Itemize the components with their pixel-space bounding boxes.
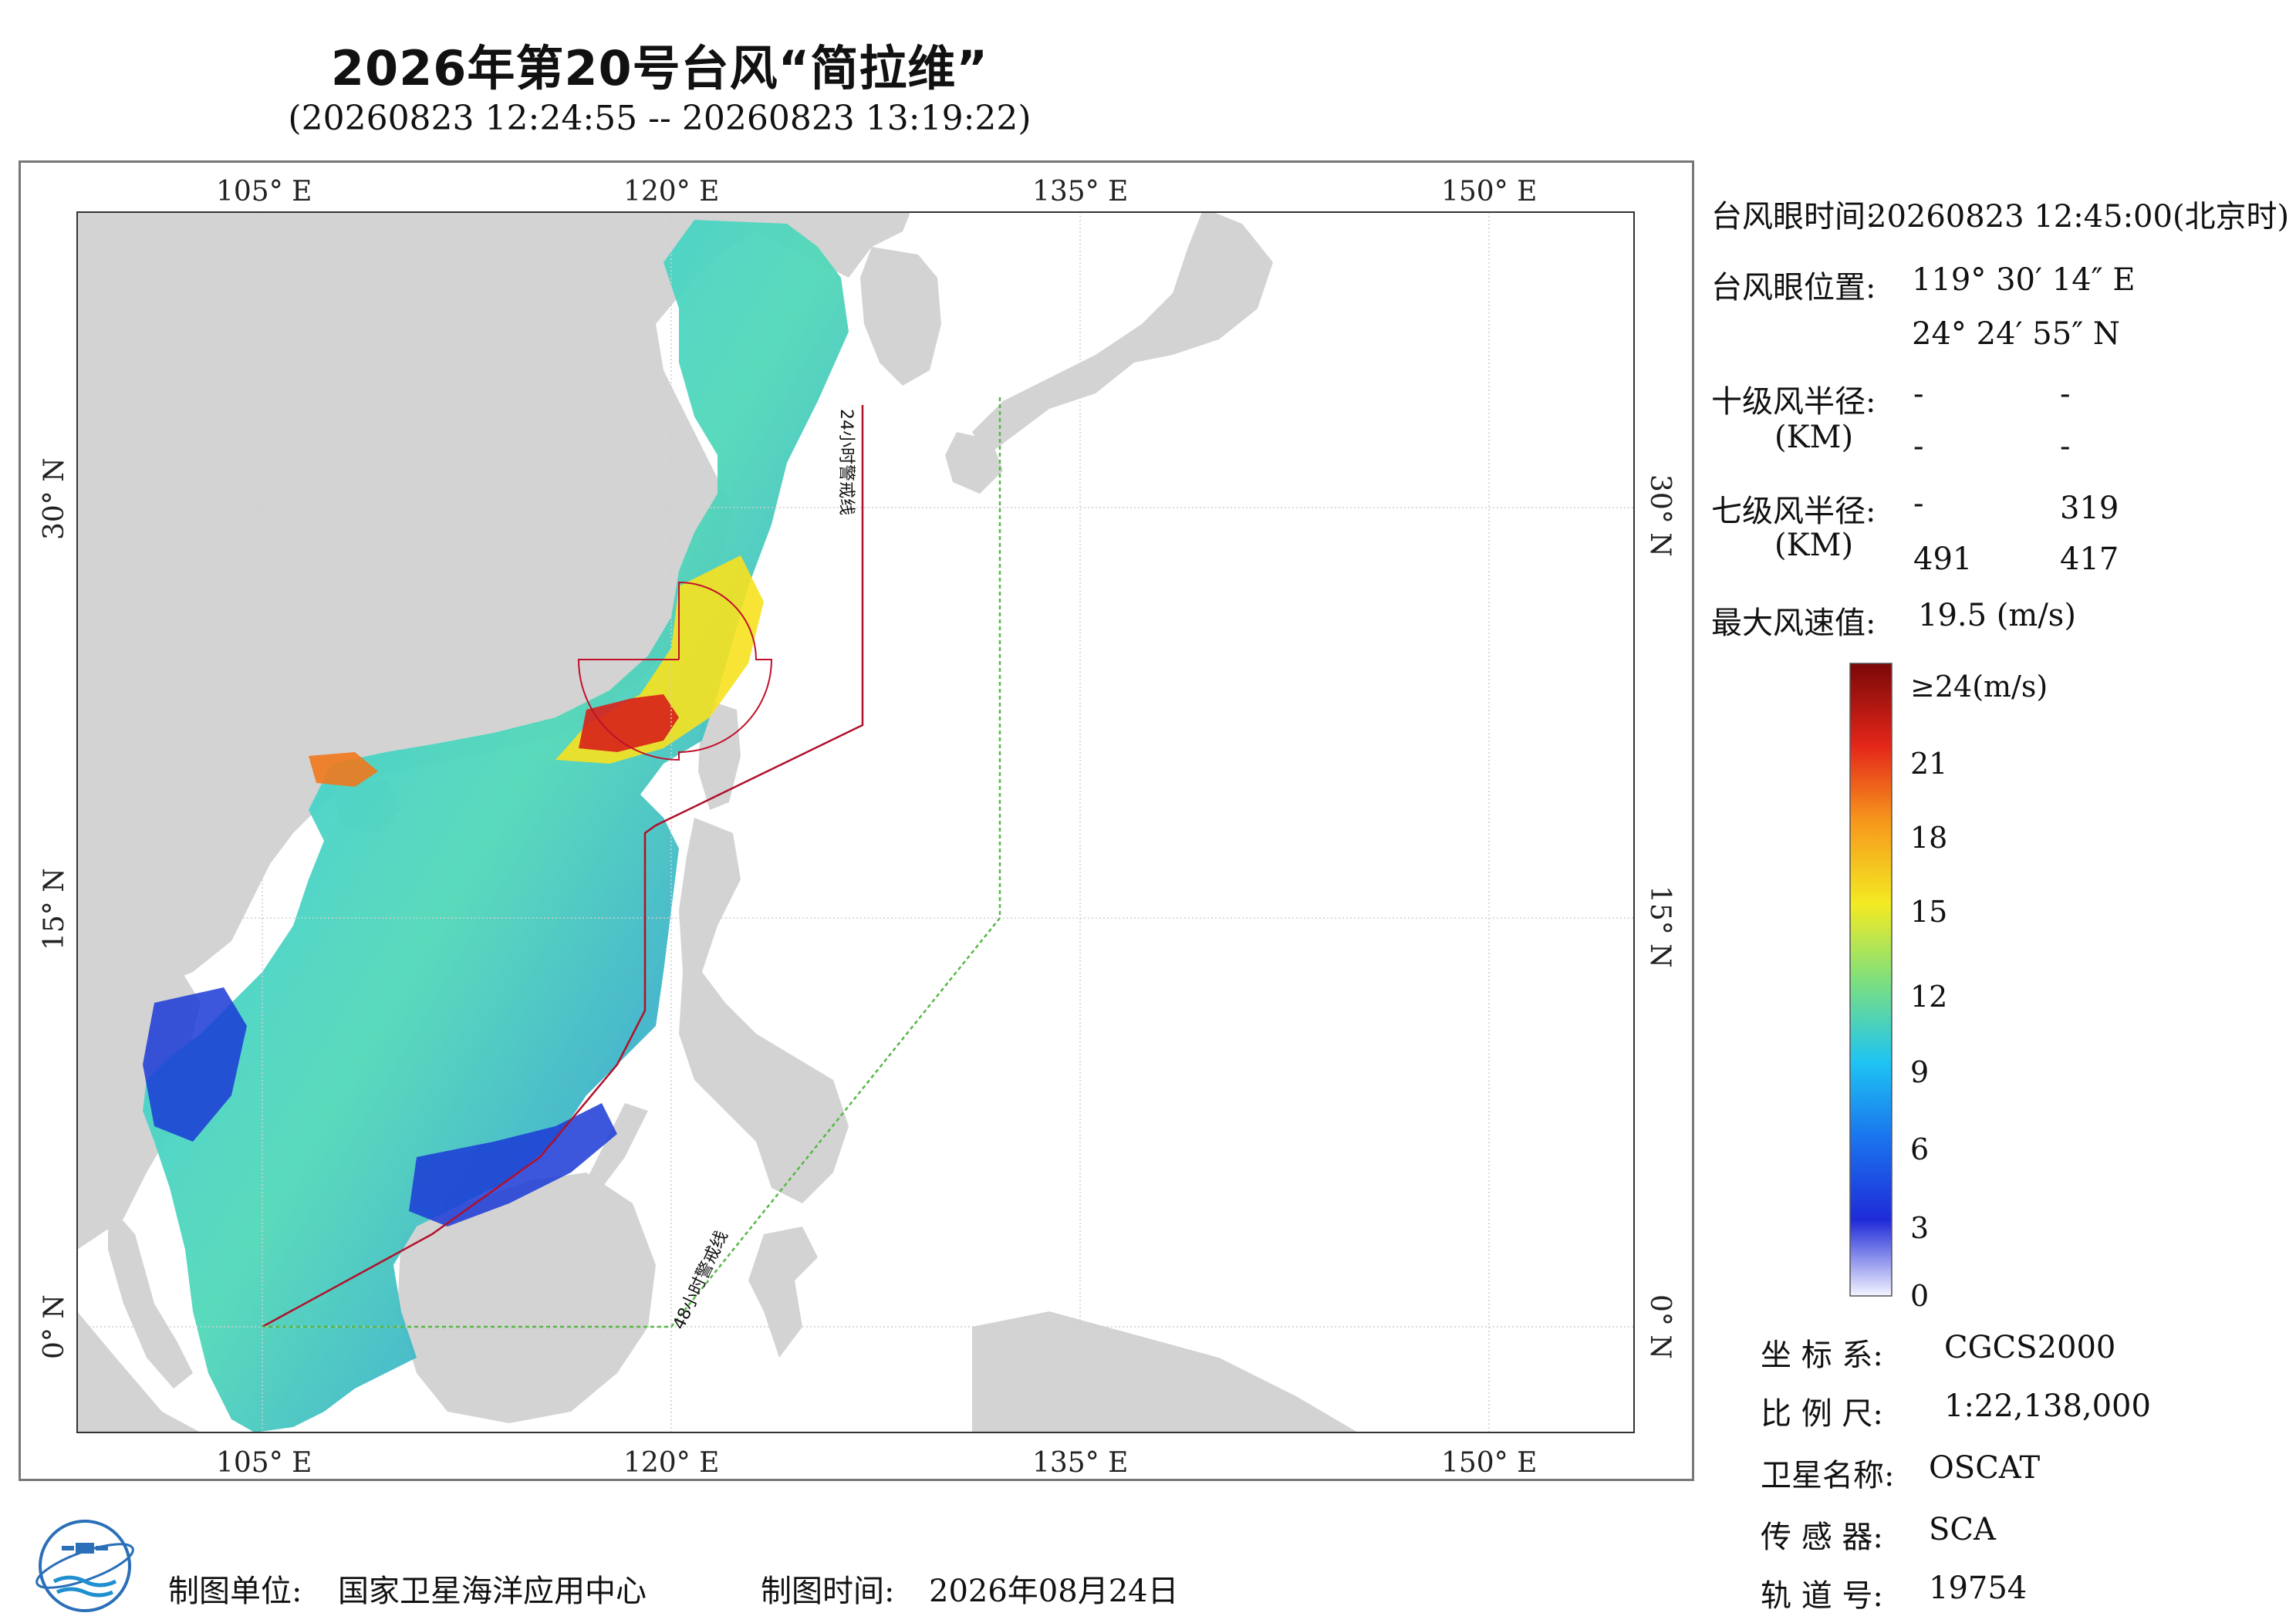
wind-radius-7-quadrants: [577, 581, 773, 761]
lon-tick-bottom-150: 150° E: [1441, 1447, 1537, 1479]
lon-tick-top-150: 150° E: [1441, 176, 1537, 208]
lon-tick-bottom-105: 105° E: [216, 1447, 312, 1479]
max-wind-core: [579, 694, 679, 752]
r7-label: 七级风半径:: [1711, 494, 1876, 529]
sensor-label: 传 感 器:: [1761, 1520, 1883, 1555]
scale-label: 比 例 尺:: [1761, 1396, 1883, 1432]
r10-value-se: -: [2060, 376, 2071, 412]
r7-value-se: 319: [2060, 491, 2119, 526]
sulawesi-land: [748, 1227, 818, 1358]
high-wind-core: [555, 555, 764, 764]
low-wind-area-gulf-thailand: [143, 987, 247, 1142]
lon-tick-top-120: 120° E: [623, 176, 719, 208]
eye-position-label: 台风眼位置:: [1711, 270, 1876, 305]
production-date-label: 制图时间:: [761, 1574, 895, 1609]
crs-label: 坐 标 系:: [1761, 1338, 1883, 1373]
graticule: [77, 212, 1634, 1432]
wind-swath: [143, 220, 849, 1432]
r10-value-ne: -: [1913, 376, 1924, 412]
lat-tick-right-15: 15° N: [1644, 886, 1676, 968]
plot-border: [76, 211, 1635, 1433]
r10-value-sw: -: [1913, 429, 1924, 464]
colorbar-label-24: ≥24(m/s): [1910, 670, 2048, 704]
japan-land: [972, 212, 1273, 455]
map-frame: [19, 160, 1694, 1481]
nsoas-logo: [35, 1520, 134, 1612]
new-guinea-land: [972, 1311, 1358, 1432]
r10-unit: (KM): [1774, 420, 1854, 455]
colorbar-label-6: 6: [1910, 1132, 1930, 1166]
lon-tick-top-135: 135° E: [1032, 176, 1128, 208]
malay-land: [108, 1203, 193, 1388]
korea-land: [860, 247, 941, 386]
map-title: 2026年第20号台风“简拉维”: [330, 40, 989, 96]
producer-value: 国家卫星海洋应用中心: [338, 1574, 647, 1609]
r10-label: 十级风半径:: [1711, 384, 1876, 420]
r7-value-ne: -: [1913, 486, 1924, 521]
warning-line-24h: [262, 405, 864, 1328]
orbit-label: 轨 道 号:: [1761, 1578, 1883, 1614]
eye-time-value: 20260823 12:45:00(北京时): [1867, 199, 2290, 235]
philippines-land: [679, 818, 849, 1203]
mainland-land: [77, 212, 910, 1065]
crs-value: CGCS2000: [1944, 1330, 2116, 1365]
eye-time-label: 台风眼时间:: [1711, 199, 1876, 235]
warning-line-48h: [262, 397, 1001, 1328]
orbit-value: 19754: [1929, 1571, 2028, 1606]
hainan-high-wind: [309, 752, 378, 787]
sumatra-land: [77, 1311, 201, 1432]
producer-label: 制图单位:: [168, 1574, 302, 1609]
lat-tick-left-0: 0° N: [39, 1294, 70, 1359]
lon-tick-top-105: 105° E: [216, 176, 312, 208]
colorbar-label-21: 21: [1910, 747, 1948, 781]
taiwan-land: [698, 702, 741, 810]
sensor-value: SCA: [1929, 1512, 1996, 1547]
colorbar-label-12: 12: [1910, 980, 1948, 1014]
colorbar-label-18: 18: [1910, 821, 1948, 855]
palawan-land: [586, 1103, 648, 1188]
r10-value-nw: -: [2060, 429, 2071, 464]
lon-tick-bottom-135: 135° E: [1032, 1447, 1128, 1479]
colorbar: [1849, 663, 1893, 1297]
eye-latitude: 24° 24′ 55″ N: [1912, 316, 2120, 352]
lat-tick-left-30: 30° N: [39, 457, 70, 540]
r7-value-sw: 491: [1913, 542, 1973, 577]
colorbar-label-3: 3: [1910, 1211, 1930, 1245]
lat-tick-left-15: 15° N: [39, 868, 70, 950]
lon-tick-bottom-120: 120° E: [623, 1447, 719, 1479]
lat-tick-right-30: 30° N: [1644, 474, 1676, 557]
production-date-value: 2026年08月24日: [929, 1574, 1179, 1609]
eye-longitude: 119° 30′ 14″ E: [1912, 262, 2136, 298]
satellite-value: OSCAT: [1929, 1450, 2041, 1486]
borneo-land: [397, 1173, 656, 1423]
low-wind-area-borneo-coast: [409, 1103, 617, 1227]
r7-value-nw: 417: [2060, 542, 2119, 577]
satellite-label: 卫星名称:: [1761, 1458, 1895, 1493]
warning-24h-label: 24小时警戒线: [836, 409, 856, 515]
observation-time-range: (20260823 12:24:55 -- 20260823 13:19:22): [288, 99, 1032, 138]
colorbar-label-9: 9: [1910, 1055, 1930, 1089]
max-wind-value: 19.5 (m/s): [1918, 598, 2076, 633]
colorbar-label-15: 15: [1910, 895, 1948, 929]
scale-value: 1:22,138,000: [1944, 1388, 2151, 1424]
kyushu-land: [945, 432, 1003, 494]
r7-unit: (KM): [1774, 528, 1854, 563]
max-wind-label: 最大风速值:: [1711, 606, 1876, 641]
lat-tick-right-0: 0° N: [1644, 1294, 1676, 1359]
colorbar-label-0: 0: [1910, 1279, 1930, 1313]
